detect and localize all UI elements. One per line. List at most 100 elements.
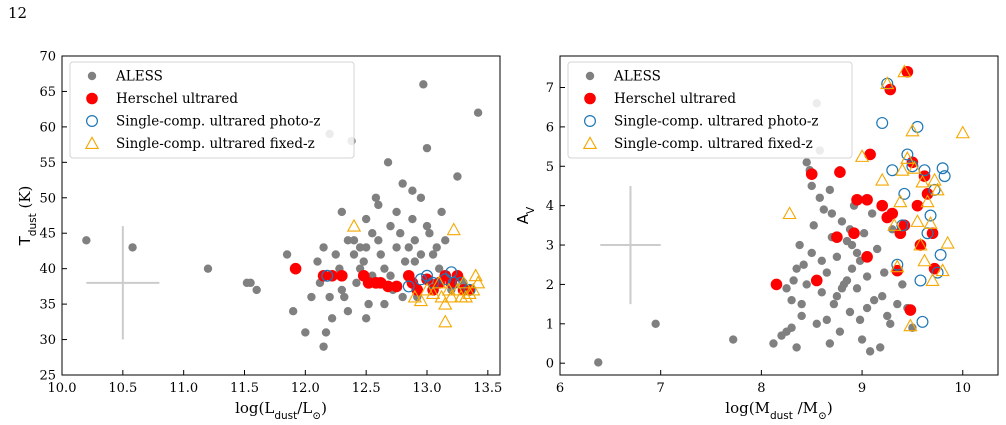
- data-point: [914, 274, 927, 287]
- data-point: [817, 256, 826, 265]
- x-tick-label: 12.0: [291, 381, 320, 396]
- y-axis-ticks: 0 1 2 3 4 5 6 7: [546, 81, 565, 372]
- x-axis-label: log(Mdust /M⊙): [725, 399, 832, 422]
- data-point: [875, 172, 890, 186]
- x-tick-label: 12.5: [352, 381, 381, 396]
- data-point: [407, 289, 422, 303]
- data-point: [246, 278, 255, 288]
- chart-panel-2: 6 7 8 9 10 0 1 2 3 4 5 6 7 log(Mdust /M⊙) AV ALESS Hersc…: [514, 55, 999, 422]
- legend: ALESS Herschel ultrared Single-comp. ultra…: [567, 61, 853, 159]
- legend-box: [567, 61, 853, 159]
- data-point: [908, 323, 917, 332]
- x-tick-label: 9: [858, 381, 866, 396]
- data-point: [797, 299, 806, 309]
- data-point: [396, 229, 405, 238]
- data-point: [795, 240, 804, 250]
- data-point: [805, 168, 818, 180]
- data-point: [938, 170, 951, 183]
- x-tick-label: 10.5: [108, 381, 137, 396]
- data-point: [893, 299, 902, 309]
- data-point: [402, 280, 415, 293]
- data-point: [252, 285, 261, 295]
- data-point: [473, 108, 483, 117]
- data-point: [812, 319, 821, 329]
- data-point: [898, 280, 907, 289]
- data-point: [887, 218, 902, 231]
- data-point: [837, 217, 847, 226]
- data-point: [876, 199, 889, 212]
- data-point: [876, 116, 889, 129]
- error-bar-cross: [600, 185, 661, 305]
- data-point: [924, 209, 937, 222]
- data-point: [386, 221, 395, 231]
- chart-panel-1: 10.0 10.5 11.0 11.5 12.0 12.5 13.0 13.5 25 30 35 40…: [16, 50, 502, 423]
- data-point: [376, 250, 385, 259]
- data-point: [901, 148, 914, 161]
- data-point: [852, 284, 862, 293]
- data-point: [438, 296, 453, 310]
- y-tick-label: 70: [39, 50, 56, 65]
- data-point: [869, 295, 879, 305]
- data-point: [458, 289, 474, 303]
- data-point: [361, 314, 371, 323]
- data-point: [380, 299, 389, 309]
- data-point: [336, 269, 348, 282]
- x-tick-label: 11.0: [169, 381, 198, 396]
- data-point: [374, 200, 383, 210]
- data-point: [911, 199, 924, 212]
- data-point: [819, 205, 829, 214]
- data-point: [289, 262, 302, 275]
- data-point: [815, 193, 824, 202]
- data-point: [307, 292, 316, 302]
- legend-label: ALESS: [613, 69, 661, 85]
- data-point: [349, 236, 359, 245]
- data-point: [862, 272, 872, 281]
- data-point: [827, 209, 837, 218]
- data-point: [834, 166, 846, 178]
- data-point: [886, 207, 899, 220]
- legend-marker: [584, 92, 596, 105]
- data-point: [313, 257, 322, 266]
- data-point: [825, 339, 835, 348]
- data-point: [916, 315, 929, 328]
- data-point: [398, 179, 407, 188]
- data-point: [128, 243, 137, 252]
- data-point: [383, 158, 393, 167]
- data-point: [346, 218, 362, 232]
- data-point: [817, 288, 826, 297]
- y-axis-label: Tdust (K): [16, 186, 39, 247]
- data-point: [361, 243, 371, 252]
- x-tick-label: 8: [757, 381, 765, 396]
- data-point: [434, 264, 444, 273]
- data-point: [914, 239, 927, 251]
- plot-frame: [61, 55, 501, 376]
- data-point: [331, 250, 340, 259]
- data-point: [920, 194, 935, 208]
- data-point: [441, 236, 450, 245]
- data-point: [872, 244, 882, 254]
- data-point: [319, 342, 328, 351]
- data-point: [931, 266, 944, 279]
- data-point: [852, 248, 862, 258]
- data-point: [867, 209, 877, 218]
- x-tick-label: 13.5: [473, 381, 502, 396]
- data-point: [809, 221, 818, 230]
- data-point: [940, 235, 955, 249]
- data-point: [842, 276, 852, 285]
- y-tick-label: 60: [39, 120, 56, 135]
- y-tick-label: 1: [546, 317, 554, 332]
- data-point: [414, 273, 427, 286]
- y-tick-label: 0: [546, 357, 554, 372]
- data-point: [861, 193, 873, 206]
- data-point: [848, 227, 860, 240]
- legend-label: Single-comp. ultrared photo-z: [116, 114, 321, 130]
- data-point: [792, 264, 801, 273]
- data-point: [364, 299, 373, 309]
- data-point: [802, 158, 811, 167]
- data-point: [390, 280, 403, 293]
- data-point: [419, 282, 435, 296]
- x-tick-label: 10.0: [48, 381, 77, 396]
- series-1: [594, 99, 917, 367]
- data-point: [374, 236, 383, 245]
- data-point: [847, 240, 857, 250]
